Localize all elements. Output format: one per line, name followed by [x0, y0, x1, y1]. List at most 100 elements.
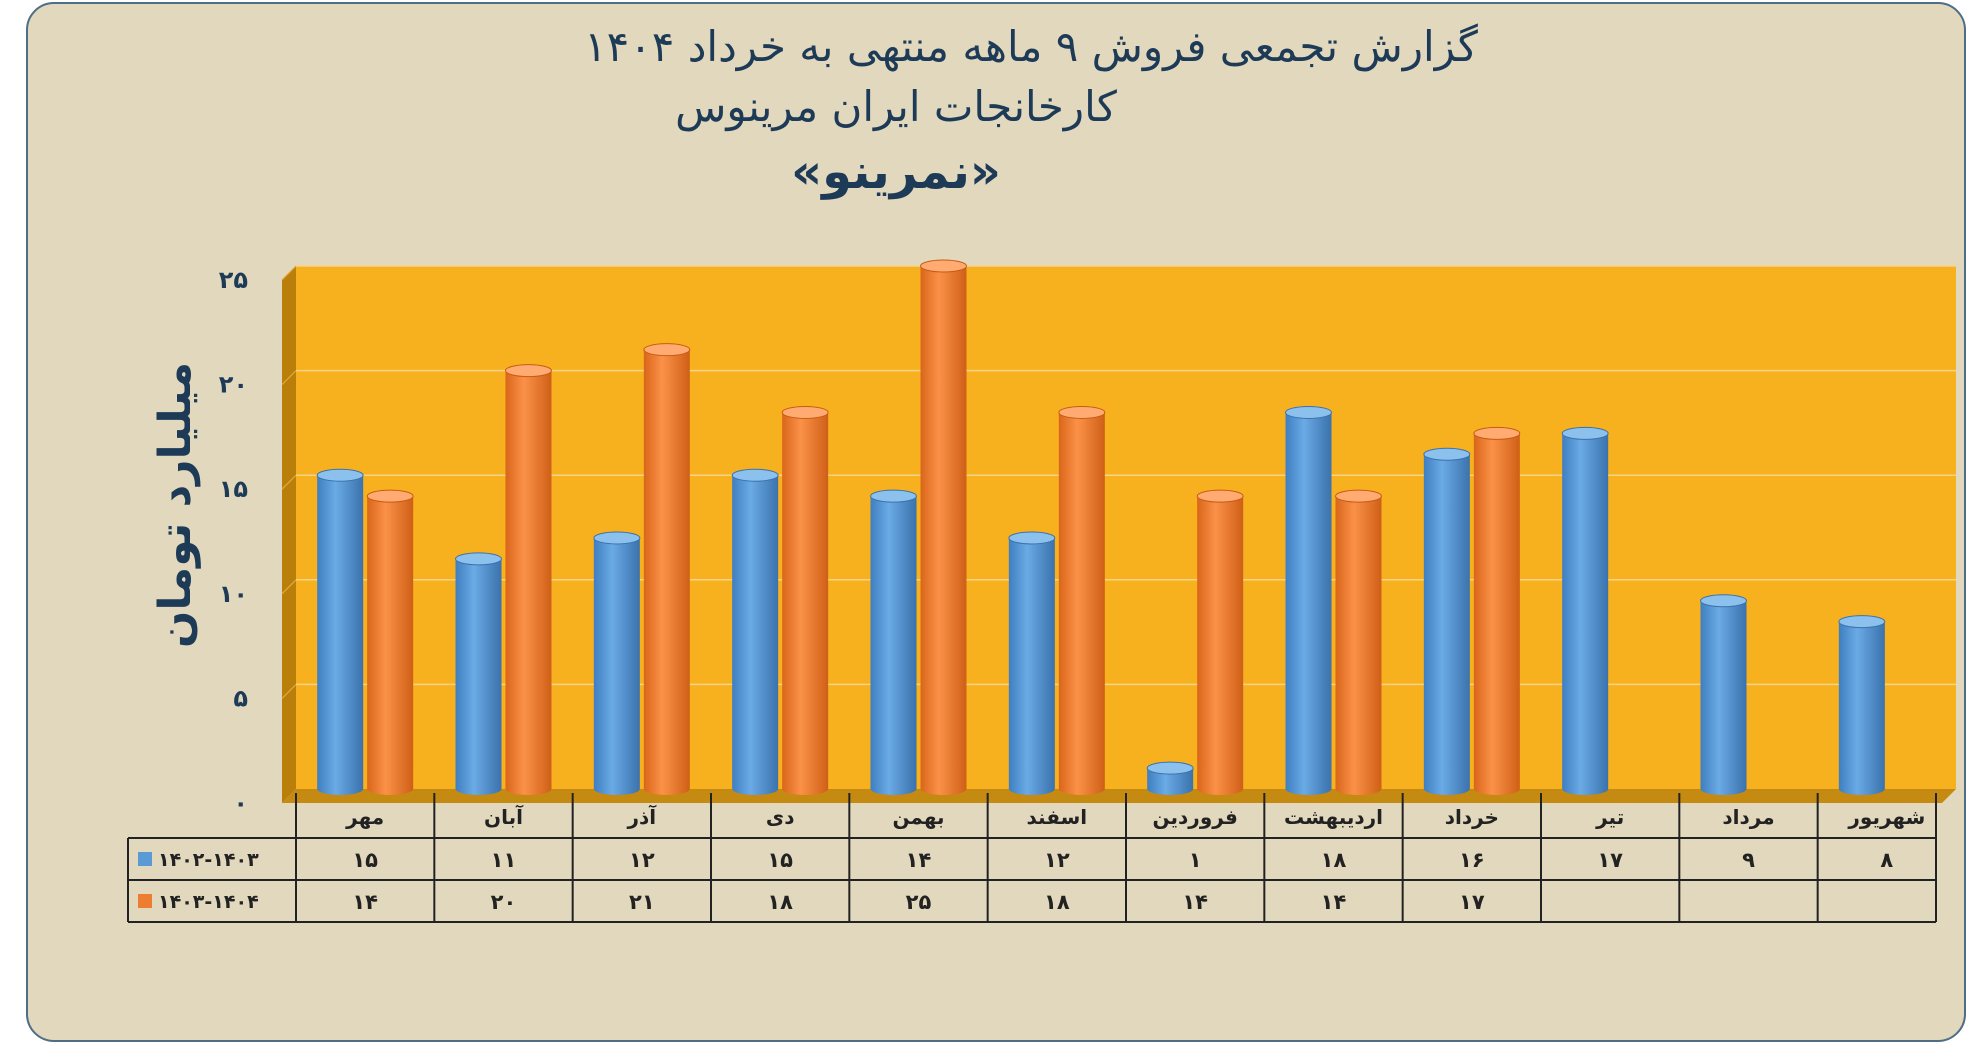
bar-series-1-cap	[1561, 426, 1609, 440]
plot-side-wall	[282, 266, 296, 803]
x-category-label: دی	[766, 805, 795, 829]
table-cell-value: ۱۶	[1459, 848, 1485, 872]
table-cell-value: ۱۴	[906, 848, 932, 872]
bar-series-2-body	[1058, 412, 1105, 795]
y-tick-label: ۵	[233, 684, 248, 712]
table-cell-value: ۱۵	[767, 848, 793, 872]
y-tick-label: ۱۰	[219, 580, 248, 608]
y-tick-label: ۲۰	[219, 371, 248, 399]
bar-series-2	[366, 489, 414, 795]
plot-floor	[282, 789, 1956, 803]
bar-series-1-body	[732, 475, 779, 795]
table-cell-value: ۱۸	[767, 890, 793, 914]
table-cell-value: ۱۸	[1321, 848, 1347, 872]
bar-series-2-cap	[643, 343, 691, 357]
table-cell-value: ۱۵	[352, 848, 378, 872]
bar-series-1	[1146, 761, 1194, 795]
bar-series-2	[781, 405, 829, 795]
chart-subtitle: کارخانجات ایران مرینوس	[675, 82, 1117, 131]
chart-brand-name: «نمرینو»	[791, 144, 1001, 200]
bar-series-2	[1196, 489, 1244, 795]
bar-series-1	[1561, 426, 1609, 795]
bar-series-1-cap	[1838, 615, 1886, 629]
legend-series-label: ۱۴۰۳-۱۴۰۴	[158, 891, 259, 913]
x-category-label: آبان	[484, 804, 524, 829]
bar-series-2-body	[782, 412, 829, 795]
bar-series-1	[455, 552, 502, 795]
bar-series-2-body	[643, 349, 690, 795]
bar-series-2-cap	[1196, 489, 1244, 503]
table-cell-value: ۲۵	[906, 890, 932, 914]
bar-series-2-cap	[920, 259, 967, 273]
chart-title: گزارش تجمعی فروش ۹ ماهه منتهی به خرداد ۱…	[584, 22, 1478, 71]
bar-series-2-cap	[781, 405, 829, 419]
bar-series-1-cap	[1285, 405, 1332, 419]
x-category-label: بهمن	[892, 805, 944, 829]
bar-series-2-body	[367, 496, 414, 795]
table-cell-value: ۲۰	[491, 890, 517, 914]
bar-series-1-cap	[316, 468, 364, 482]
bar-series-1-body	[317, 475, 364, 795]
gridline-wall	[281, 474, 297, 490]
bar-series-1-body	[870, 496, 917, 795]
bar-series-1	[316, 468, 364, 795]
legend-series-label: ۱۴۰۲-۱۴۰۳	[158, 849, 259, 871]
bar-series-1	[1423, 447, 1471, 795]
bar-series-1-body	[1838, 621, 1885, 795]
bar-series-1	[1700, 594, 1747, 795]
bar-series-2-cap	[505, 364, 552, 378]
bar-series-2-body	[505, 370, 552, 795]
x-category-label: آذر	[627, 804, 658, 829]
bar-series-1-body	[1008, 537, 1055, 795]
bar-series-2	[1335, 489, 1382, 795]
bar-series-1-body	[1285, 412, 1332, 795]
bar-series-1-cap	[731, 468, 779, 482]
bar-series-2	[1058, 405, 1106, 795]
bar-series-1-body	[1147, 768, 1194, 795]
gridline-wall	[281, 370, 297, 386]
bar-series-1-body	[593, 537, 640, 795]
table-cell-value: ۱۴	[1182, 890, 1208, 914]
bar-series-1-cap	[1008, 531, 1056, 545]
bar-series-1-cap	[1700, 594, 1747, 608]
table-cell-value: ۱۱	[491, 848, 517, 872]
table-cell-value: ۹	[1742, 848, 1755, 872]
bar-series-1-body	[1423, 454, 1470, 795]
table-cell-value: ۱۷	[1459, 890, 1485, 914]
y-tick-label: ۰	[233, 789, 248, 817]
bar-series-1	[1838, 615, 1886, 795]
gridline-wall	[281, 683, 297, 699]
x-category-label: فروردین	[1153, 805, 1238, 829]
bar-series-2-body	[920, 266, 967, 795]
bar-series-1	[1008, 531, 1056, 795]
bar-series-1-body	[455, 558, 502, 795]
bar-series-1	[593, 531, 641, 795]
bar-series-2	[643, 343, 691, 795]
legend-swatch	[138, 852, 152, 866]
bar-series-1-cap	[1146, 761, 1194, 775]
table-cell-value: ۱۷	[1597, 848, 1623, 872]
bar-series-2-cap	[1058, 405, 1106, 419]
bar-series-1-cap	[1423, 447, 1471, 461]
table-cell-value: ۲۱	[629, 890, 655, 914]
bar-series-2-body	[1473, 433, 1520, 795]
bar-series-2-body	[1335, 496, 1382, 795]
bar-series-2-body	[1197, 496, 1244, 795]
bar-series-1-cap	[455, 552, 502, 566]
bar-series-1-body	[1700, 600, 1747, 795]
x-category-label: اردیبهشت	[1284, 805, 1383, 829]
table-cell-value: ۱۲	[629, 848, 655, 872]
x-category-label: مرداد	[1722, 805, 1774, 829]
x-category-label: تیر	[1595, 805, 1624, 829]
bar-series-2	[920, 259, 967, 795]
bar-series-1	[870, 489, 917, 795]
gridline-wall	[281, 579, 297, 595]
bar-series-1	[1285, 405, 1332, 795]
x-category-label: مهر	[345, 805, 384, 829]
y-tick-label: ۱۵	[219, 475, 248, 503]
table-cell-value: ۱	[1189, 848, 1202, 872]
table-cell-value: ۱۸	[1044, 890, 1070, 914]
x-category-label: خرداد	[1445, 805, 1499, 829]
table-cell-value: ۱۲	[1044, 848, 1070, 872]
